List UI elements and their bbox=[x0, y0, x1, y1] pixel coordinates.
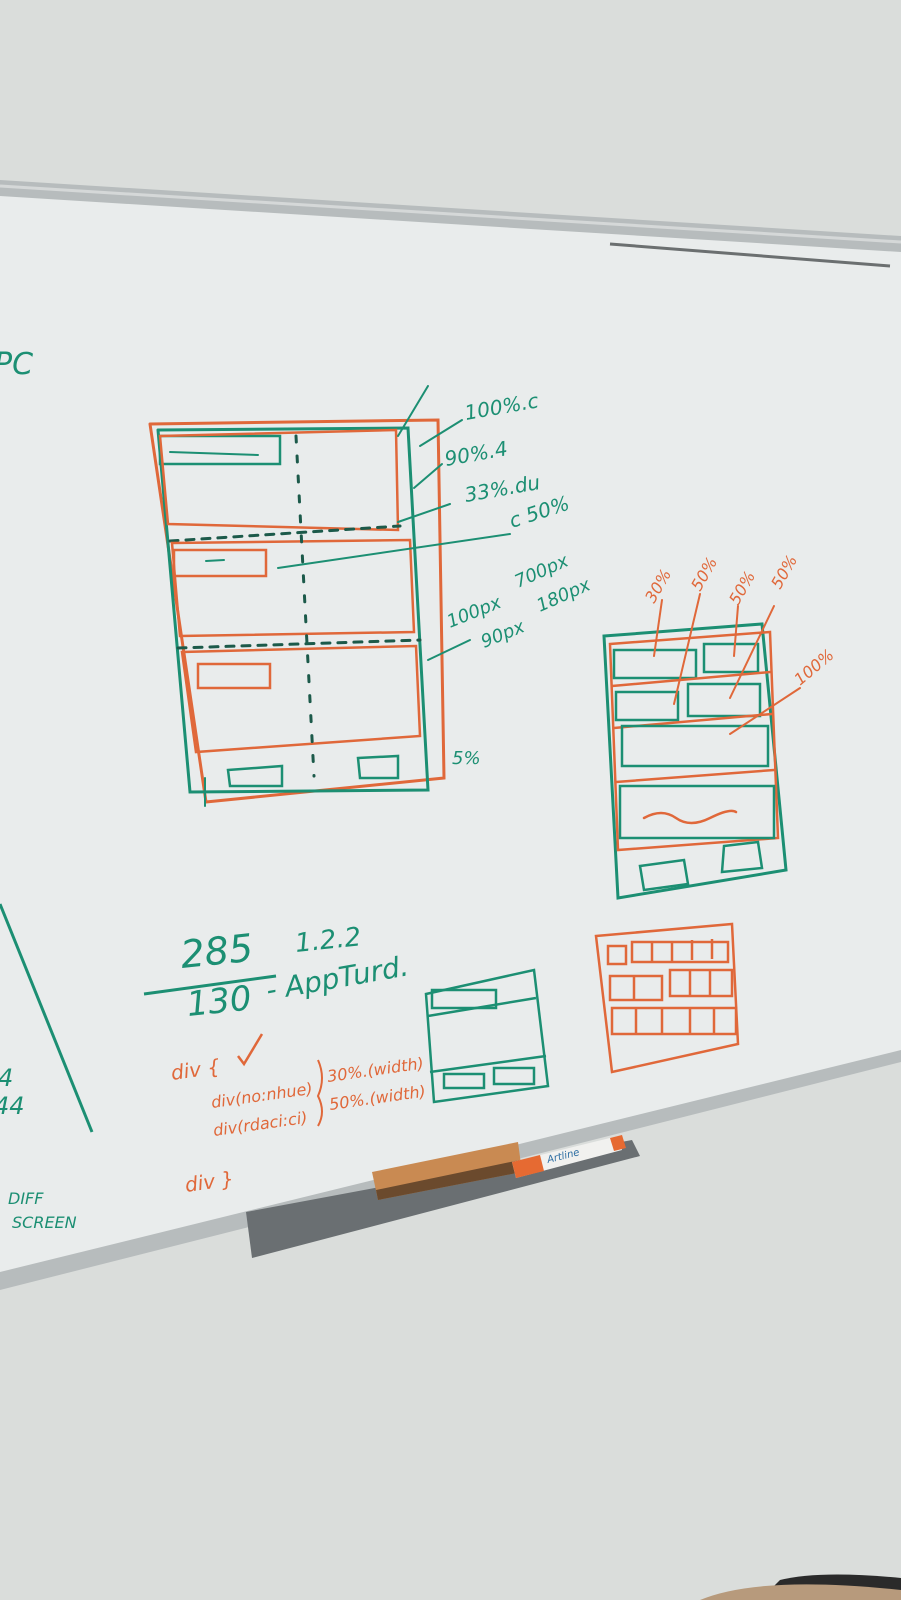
left-number-top: 4 bbox=[0, 1064, 13, 1092]
left-note-line1: DIFF bbox=[8, 1189, 44, 1208]
right-wireframe bbox=[602, 593, 801, 900]
main-wireframe bbox=[148, 385, 511, 807]
equation-version: 1.2.2 bbox=[294, 922, 363, 959]
marker-pen bbox=[512, 1135, 626, 1178]
left-diagonal-line bbox=[0, 903, 94, 1133]
eraser-felt bbox=[376, 1160, 522, 1200]
small-sketch bbox=[424, 968, 550, 1104]
frame-top-shadow bbox=[609, 242, 891, 268]
left-top-text: PC bbox=[0, 347, 33, 382]
grid-sketch bbox=[594, 922, 740, 1074]
equation-denominator: 130 bbox=[185, 978, 254, 1025]
equation-fraction-bar bbox=[143, 974, 277, 996]
checkmark bbox=[237, 1033, 264, 1067]
left-number-bottom: 44 bbox=[0, 1092, 25, 1120]
chair-seat bbox=[700, 1584, 901, 1600]
frame-top-edge bbox=[0, 184, 901, 244]
equation-numerator: 285 bbox=[178, 926, 255, 977]
left-note-line2: SCREEN bbox=[12, 1213, 77, 1232]
brace bbox=[316, 1059, 323, 1127]
label-footer: 5% bbox=[452, 748, 481, 769]
